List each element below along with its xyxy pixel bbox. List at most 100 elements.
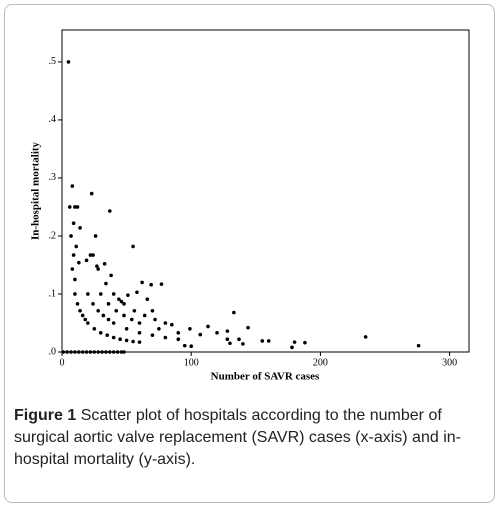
point <box>303 340 307 345</box>
point <box>108 350 112 354</box>
y-tick-label: .1 <box>49 288 57 299</box>
figure-frame <box>4 4 495 503</box>
point <box>98 292 103 296</box>
point <box>86 292 90 296</box>
point <box>78 309 82 313</box>
point <box>159 282 164 286</box>
point <box>198 332 203 337</box>
point <box>117 297 121 302</box>
point <box>61 350 66 354</box>
point <box>100 350 104 354</box>
y-tick-label: .5 <box>49 56 57 67</box>
x-axis-title: Number of SAVR cases <box>211 371 320 383</box>
point <box>119 299 124 304</box>
point <box>111 292 116 296</box>
plot-frame <box>61 29 470 353</box>
point <box>124 326 129 331</box>
point <box>88 350 93 354</box>
point <box>206 324 210 329</box>
point <box>170 322 174 327</box>
point <box>246 325 250 330</box>
point <box>225 337 230 342</box>
point <box>88 253 93 257</box>
point <box>104 350 108 354</box>
point <box>92 326 97 331</box>
point <box>131 339 135 344</box>
point <box>111 335 116 340</box>
y-axis-title: In-hospital mortality <box>30 141 42 240</box>
point <box>119 350 124 354</box>
point <box>71 253 76 257</box>
point <box>290 345 294 350</box>
x-tick-label: 0 <box>60 357 65 368</box>
point <box>137 340 142 344</box>
point <box>92 350 97 354</box>
caption: Figure 1 Scatter plot of hospitals accor… <box>14 405 488 471</box>
point <box>75 302 80 306</box>
point <box>101 313 106 318</box>
point <box>78 226 82 230</box>
x-tick-label: 100 <box>184 357 199 368</box>
point <box>176 331 181 335</box>
point <box>65 350 69 354</box>
point <box>163 321 168 325</box>
point <box>140 280 144 285</box>
point <box>67 205 72 209</box>
point <box>260 339 265 343</box>
point <box>95 264 99 268</box>
x-tick-label: 300 <box>442 357 457 368</box>
point <box>70 184 75 188</box>
point <box>122 350 126 354</box>
point <box>189 344 194 348</box>
point <box>105 333 110 337</box>
point <box>80 313 85 318</box>
y-tick-label: .0 <box>49 346 57 357</box>
point <box>137 321 142 325</box>
point <box>69 350 73 354</box>
point <box>109 273 113 278</box>
point <box>106 317 111 322</box>
point <box>84 350 89 354</box>
point <box>89 191 94 196</box>
point <box>91 302 95 306</box>
point <box>70 267 75 271</box>
point <box>150 309 155 313</box>
point <box>292 340 297 344</box>
point <box>363 335 368 339</box>
point <box>73 350 77 354</box>
point <box>137 331 142 335</box>
point <box>157 326 161 331</box>
point <box>83 317 88 322</box>
point <box>145 297 150 302</box>
point <box>66 60 71 64</box>
point <box>232 310 236 315</box>
point <box>69 234 73 238</box>
point <box>176 337 181 342</box>
point <box>86 321 90 325</box>
point <box>126 293 130 297</box>
point <box>104 281 108 286</box>
point <box>75 205 80 209</box>
x-tick-label: 200 <box>313 357 328 368</box>
point <box>228 341 232 346</box>
point <box>122 313 126 318</box>
point <box>241 342 245 346</box>
point <box>98 331 103 335</box>
point <box>135 290 139 295</box>
point <box>142 313 147 318</box>
point <box>225 329 230 333</box>
point <box>266 339 271 343</box>
point <box>118 337 122 342</box>
point <box>71 221 76 225</box>
point <box>111 321 116 325</box>
caption-label: Figure 1 <box>14 407 77 424</box>
point <box>76 260 81 265</box>
point <box>153 317 157 322</box>
point <box>91 253 95 257</box>
y-tick-label: .2 <box>49 230 57 241</box>
point <box>74 244 79 249</box>
y-tick-label: .3 <box>49 172 57 183</box>
point <box>132 309 137 313</box>
point <box>73 205 77 209</box>
